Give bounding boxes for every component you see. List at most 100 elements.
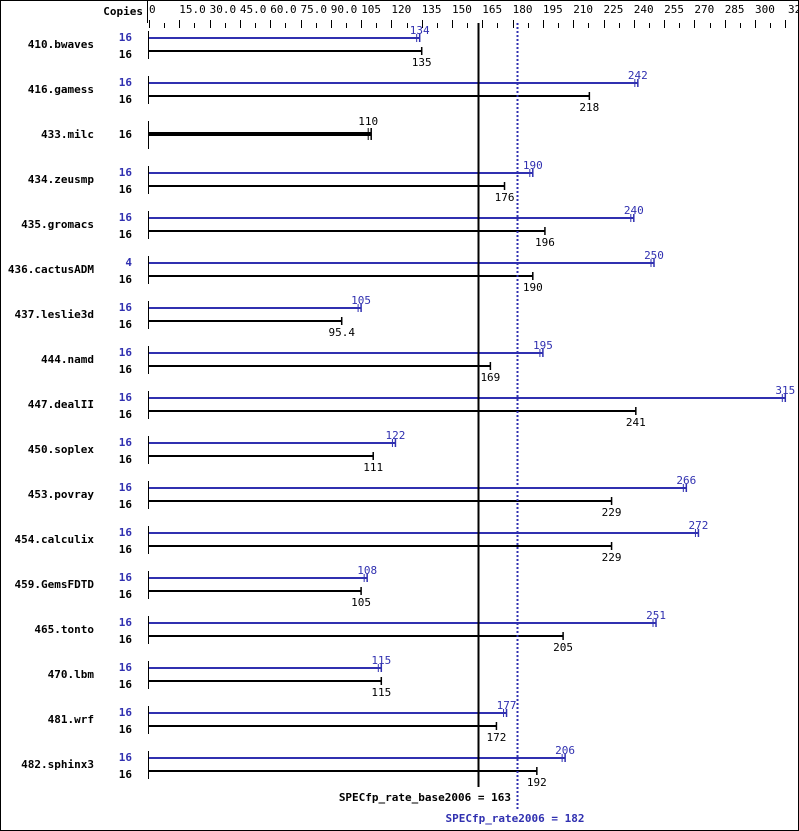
base-copies: 16 xyxy=(119,93,133,106)
tick-label: 300 xyxy=(755,3,775,16)
benchmark-label: 410.bwaves xyxy=(28,38,94,51)
base-value-label: 192 xyxy=(527,776,547,789)
base-copies: 16 xyxy=(119,498,133,511)
peak-copies: 16 xyxy=(119,31,133,44)
benchmark-label: 416.gamess xyxy=(28,83,94,96)
tick-label: 45.0 xyxy=(240,3,267,16)
benchmark-label: 435.gromacs xyxy=(21,218,94,231)
peak-value-label: 206 xyxy=(555,744,575,757)
tick-label: 285 xyxy=(725,3,745,16)
base-value-label: 229 xyxy=(602,551,622,564)
base-value-label: 218 xyxy=(579,101,599,114)
benchmark-label: 459.GemsFDTD xyxy=(15,578,95,591)
peak-copies: 16 xyxy=(119,211,133,224)
peak-copies: 16 xyxy=(119,391,133,404)
tick-label: 105 xyxy=(361,3,381,16)
tick-label: 0 xyxy=(149,3,156,16)
base-value-label: 135 xyxy=(412,56,432,69)
peak-copies: 16 xyxy=(119,526,133,539)
tick-label: 320 xyxy=(788,3,799,16)
peak-value-label: 315 xyxy=(775,384,795,397)
benchmark-label: 437.leslie3d xyxy=(15,308,94,321)
base-value-label: 190 xyxy=(523,281,543,294)
base-copies: 16 xyxy=(119,363,133,376)
tick-label: 165 xyxy=(482,3,502,16)
peak-value-label: 190 xyxy=(523,159,543,172)
benchmark-label: 453.povray xyxy=(28,488,95,501)
base-copies: 16 xyxy=(119,588,133,601)
tick-label: 270 xyxy=(694,3,714,16)
base-copies: 16 xyxy=(119,48,133,61)
base-value-label: 169 xyxy=(480,371,500,384)
base-value-label: 111 xyxy=(363,461,383,474)
tick-label: 60.0 xyxy=(270,3,297,16)
tick-label: 135 xyxy=(422,3,442,16)
base-value-label: 95.4 xyxy=(328,326,355,339)
peak-summary-label: SPECfp_rate2006 = 182 xyxy=(445,812,584,825)
peak-copies: 16 xyxy=(119,76,133,89)
peak-value-label: 195 xyxy=(533,339,553,352)
base-copies: 16 xyxy=(119,768,133,781)
tick-label: 30.0 xyxy=(210,3,237,16)
peak-copies: 16 xyxy=(119,436,133,449)
tick-label: 255 xyxy=(664,3,684,16)
benchmark-label: 434.zeusmp xyxy=(28,173,95,186)
tick-label: 120 xyxy=(391,3,411,16)
base-value-label: 105 xyxy=(351,596,371,609)
peak-value-label: 251 xyxy=(646,609,666,622)
copies-header: Copies xyxy=(103,5,143,18)
benchmark-label: 465.tonto xyxy=(34,623,94,636)
base-value-label: 110 xyxy=(358,115,378,128)
base-copies: 16 xyxy=(119,723,133,736)
base-copies: 16 xyxy=(119,183,133,196)
base-copies: 16 xyxy=(119,228,133,241)
base-copies: 16 xyxy=(119,453,133,466)
tick-label: 150 xyxy=(452,3,472,16)
base-copies: 16 xyxy=(119,273,133,286)
base-summary-label: SPECfp_rate_base2006 = 163 xyxy=(339,791,511,804)
benchmark-label: 481.wrf xyxy=(48,713,94,726)
benchmark-label: 482.sphinx3 xyxy=(21,758,94,771)
tick-label: 225 xyxy=(604,3,624,16)
base-copies: 16 xyxy=(119,543,133,556)
peak-value-label: 134 xyxy=(410,24,430,37)
tick-label: 180 xyxy=(513,3,533,16)
peak-copies: 16 xyxy=(119,616,133,629)
tick-label: 195 xyxy=(543,3,563,16)
benchmark-label: 433.milc xyxy=(41,128,94,141)
peak-copies: 16 xyxy=(119,751,133,764)
peak-value-label: 105 xyxy=(351,294,371,307)
base-value-label: 176 xyxy=(495,191,515,204)
benchmark-label: 436.cactusADM xyxy=(8,263,94,276)
base-value-label: 196 xyxy=(535,236,555,249)
peak-value-label: 122 xyxy=(386,429,406,442)
tick-label: 90.0 xyxy=(331,3,358,16)
tick-label: 75.0 xyxy=(301,3,328,16)
peak-copies: 4 xyxy=(125,256,132,269)
base-value-label: 172 xyxy=(487,731,507,744)
benchmark-label: 444.namd xyxy=(41,353,94,366)
peak-copies: 16 xyxy=(119,706,133,719)
peak-copies: 16 xyxy=(119,166,133,179)
peak-copies: 16 xyxy=(119,481,133,494)
peak-value-label: 272 xyxy=(689,519,709,532)
tick-label: 15.0 xyxy=(179,3,206,16)
peak-copies: 16 xyxy=(119,661,133,674)
base-copies: 16 xyxy=(119,678,133,691)
benchmark-label: 450.soplex xyxy=(28,443,95,456)
benchmark-label: 470.lbm xyxy=(48,668,95,681)
peak-value-label: 250 xyxy=(644,249,664,262)
peak-copies: 16 xyxy=(119,301,133,314)
peak-value-label: 115 xyxy=(371,654,391,667)
base-value-label: 229 xyxy=(602,506,622,519)
benchmark-label: 454.calculix xyxy=(15,533,95,546)
base-value-label: 115 xyxy=(371,686,391,699)
peak-value-label: 266 xyxy=(676,474,696,487)
peak-value-label: 240 xyxy=(624,204,644,217)
tick-label: 210 xyxy=(573,3,593,16)
base-copies: 16 xyxy=(119,408,133,421)
base-copies: 16 xyxy=(119,633,133,646)
base-copies: 16 xyxy=(119,128,133,141)
base-value-label: 241 xyxy=(626,416,646,429)
